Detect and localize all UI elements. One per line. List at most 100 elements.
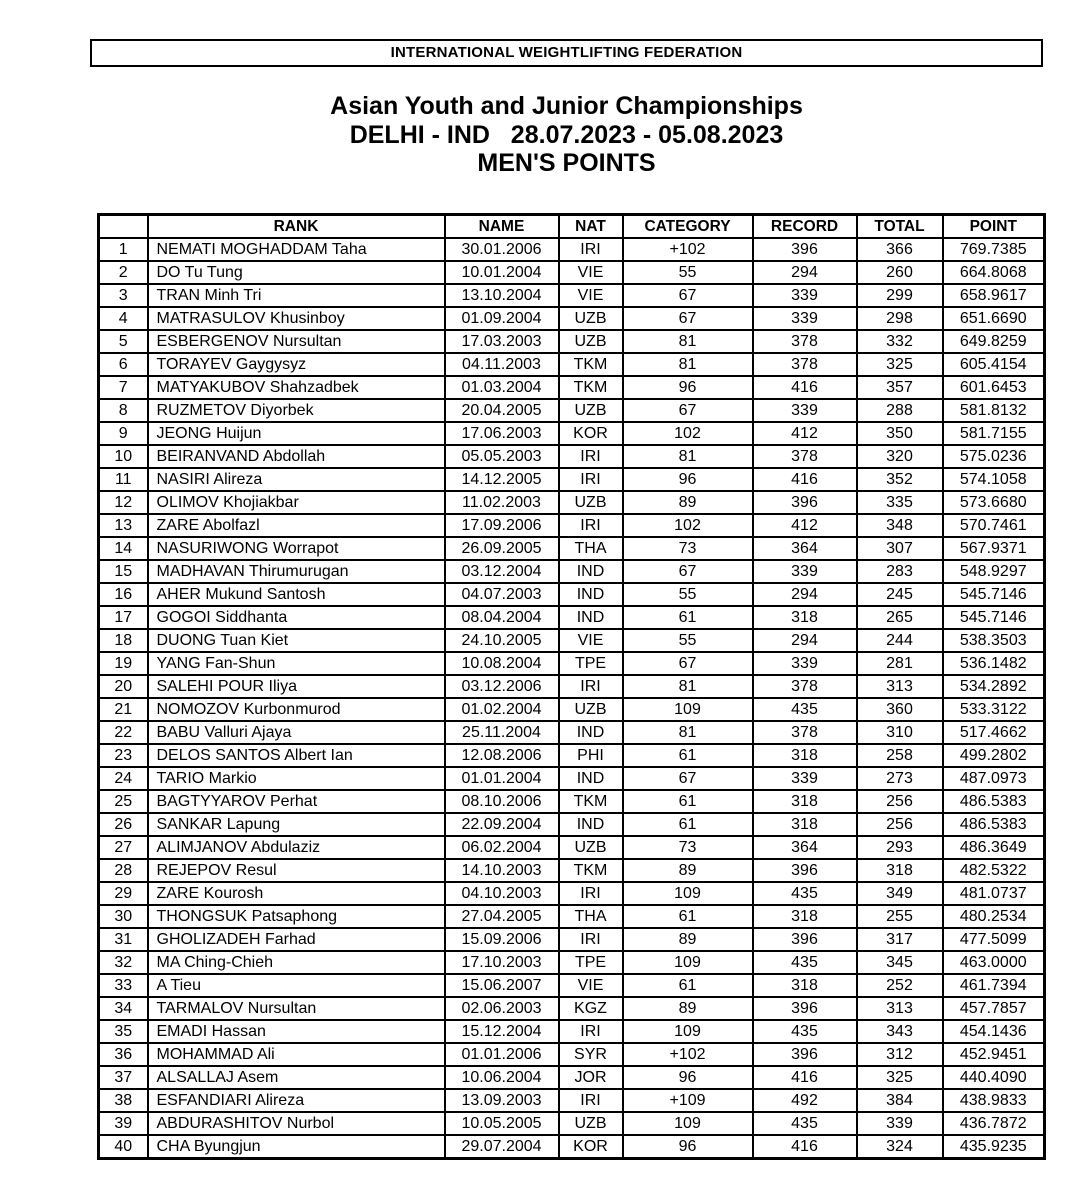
category-cell: 67 (621, 766, 754, 791)
category-cell: 67 (621, 283, 754, 308)
total-cell: 244 (855, 628, 944, 653)
rank-number-cell: 16 (97, 582, 149, 607)
category-cell: 55 (621, 260, 754, 285)
column-header-category: CATEGORY (621, 213, 754, 239)
name-cell: NEMATI MOGHADDAM Taha (146, 237, 446, 262)
rank-number-cell: 38 (97, 1088, 149, 1113)
table-row: 9 JEONG Huijun 17.06.2003 KOR 102 412 350 581.7… (97, 421, 1046, 446)
name-cell: REJEPOV Resul (146, 858, 446, 883)
rank-number-cell: 40 (97, 1134, 149, 1160)
name-cell: THONGSUK Patsaphong (146, 904, 446, 929)
table-row: 15 MADHAVAN Thirumurugan 03.12.2004 IND 67 33… (97, 559, 1046, 584)
record-cell: 378 (751, 352, 858, 377)
category-cell: 89 (621, 927, 754, 952)
table-row: 10 BEIRANVAND Abdollah 05.05.2003 IRI 81 378 3… (97, 444, 1046, 469)
total-cell: 318 (855, 858, 944, 883)
nation-cell: IRI (557, 467, 624, 492)
total-cell: 252 (855, 973, 944, 998)
point-cell: 480.2534 (941, 904, 1046, 929)
record-cell: 378 (751, 444, 858, 469)
rank-number-cell: 17 (97, 605, 149, 630)
name-cell: DELOS SANTOS Albert Ian (146, 743, 446, 768)
point-cell: 545.7146 (941, 582, 1046, 607)
nation-cell: TKM (557, 375, 624, 400)
point-cell: 435.9235 (941, 1134, 1046, 1160)
birthdate-cell: 10.05.2005 (443, 1111, 560, 1136)
name-cell: NASIRI Alireza (146, 467, 446, 492)
record-cell: 378 (751, 720, 858, 745)
total-cell: 265 (855, 605, 944, 630)
total-cell: 384 (855, 1088, 944, 1113)
record-cell: 435 (751, 881, 858, 906)
rank-number-cell: 6 (97, 352, 149, 377)
rank-number-cell: 8 (97, 398, 149, 423)
nation-cell: VIE (557, 260, 624, 285)
name-cell: MATYAKUBOV Shahzadbek (146, 375, 446, 400)
category-cell: 67 (621, 306, 754, 331)
total-cell: 357 (855, 375, 944, 400)
nation-cell: JOR (557, 1065, 624, 1090)
point-cell: 436.7872 (941, 1111, 1046, 1136)
point-cell: 649.8259 (941, 329, 1046, 354)
record-cell: 318 (751, 789, 858, 814)
table-row: 3 TRAN Minh Tri 13.10.2004 VIE 67 339 299 658.9… (97, 283, 1046, 308)
nation-cell: THA (557, 536, 624, 561)
rank-number-cell: 12 (97, 490, 149, 515)
category-cell: 61 (621, 812, 754, 837)
birthdate-cell: 04.11.2003 (443, 352, 560, 377)
nation-cell: KOR (557, 1134, 624, 1160)
birthdate-cell: 05.05.2003 (443, 444, 560, 469)
total-cell: 345 (855, 950, 944, 975)
record-cell: 396 (751, 996, 858, 1021)
rank-number-cell: 31 (97, 927, 149, 952)
birthdate-cell: 20.04.2005 (443, 398, 560, 423)
rank-number-cell: 27 (97, 835, 149, 860)
column-header-nat: NAT (557, 213, 624, 239)
table-row: 27 ALIMJANOV Abdulaziz 06.02.2004 UZB 73 364 2… (97, 835, 1046, 860)
birthdate-cell: 17.03.2003 (443, 329, 560, 354)
federation-banner-title: INTERNATIONAL WEIGHTLIFTING FEDERATION (390, 44, 743, 61)
table-row: 12 OLIMOV Khojiakbar 11.02.2003 UZB 89 396 335… (97, 490, 1046, 515)
rank-number-cell: 37 (97, 1065, 149, 1090)
column-header-rank: RANK (146, 213, 446, 239)
name-cell: TRAN Minh Tri (146, 283, 446, 308)
table-row: 18 DUONG Tuan Kiet 24.10.2005 VIE 55 294 244 53… (97, 628, 1046, 653)
rank-number-cell: 2 (97, 260, 149, 285)
total-cell: 317 (855, 927, 944, 952)
table-row: 29 ZARE Kourosh 04.10.2003 IRI 109 435 349 481.… (97, 881, 1046, 906)
point-cell: 461.7394 (941, 973, 1046, 998)
category-cell: 55 (621, 628, 754, 653)
table-row: 1 NEMATI MOGHADDAM Taha 30.01.2006 IRI +102 3… (97, 237, 1046, 262)
point-cell: 575.0236 (941, 444, 1046, 469)
birthdate-cell: 03.12.2004 (443, 559, 560, 584)
record-cell: 396 (751, 927, 858, 952)
birthdate-cell: 25.11.2004 (443, 720, 560, 745)
record-cell: 339 (751, 766, 858, 791)
name-cell: OLIMOV Khojiakbar (146, 490, 446, 515)
category-cell: 73 (621, 536, 754, 561)
table-row: 11 NASIRI Alireza 14.12.2005 IRI 96 416 352 574… (97, 467, 1046, 492)
nation-cell: IND (557, 605, 624, 630)
category-cell: 81 (621, 444, 754, 469)
point-cell: 534.2892 (941, 674, 1046, 699)
point-cell: 658.9617 (941, 283, 1046, 308)
record-cell: 435 (751, 1019, 858, 1044)
table-row: 7 MATYAKUBOV Shahzadbek 01.03.2004 TKM 96 416… (97, 375, 1046, 400)
point-cell: 567.9371 (941, 536, 1046, 561)
total-cell: 299 (855, 283, 944, 308)
table-row: 17 GOGOI Siddhanta 08.04.2004 IND 61 318 265 54… (97, 605, 1046, 630)
rank-number-cell: 23 (97, 743, 149, 768)
category-cell: 109 (621, 697, 754, 722)
total-cell: 273 (855, 766, 944, 791)
point-cell: 457.7857 (941, 996, 1046, 1021)
name-cell: BABU Valluri Ajaya (146, 720, 446, 745)
column-header-total: TOTAL (855, 213, 944, 239)
category-cell: 61 (621, 973, 754, 998)
name-cell: MA Ching-Chieh (146, 950, 446, 975)
rank-number-cell: 4 (97, 306, 149, 331)
nation-cell: IRI (557, 927, 624, 952)
birthdate-cell: 01.01.2006 (443, 1042, 560, 1067)
record-cell: 435 (751, 1111, 858, 1136)
point-cell: 486.3649 (941, 835, 1046, 860)
